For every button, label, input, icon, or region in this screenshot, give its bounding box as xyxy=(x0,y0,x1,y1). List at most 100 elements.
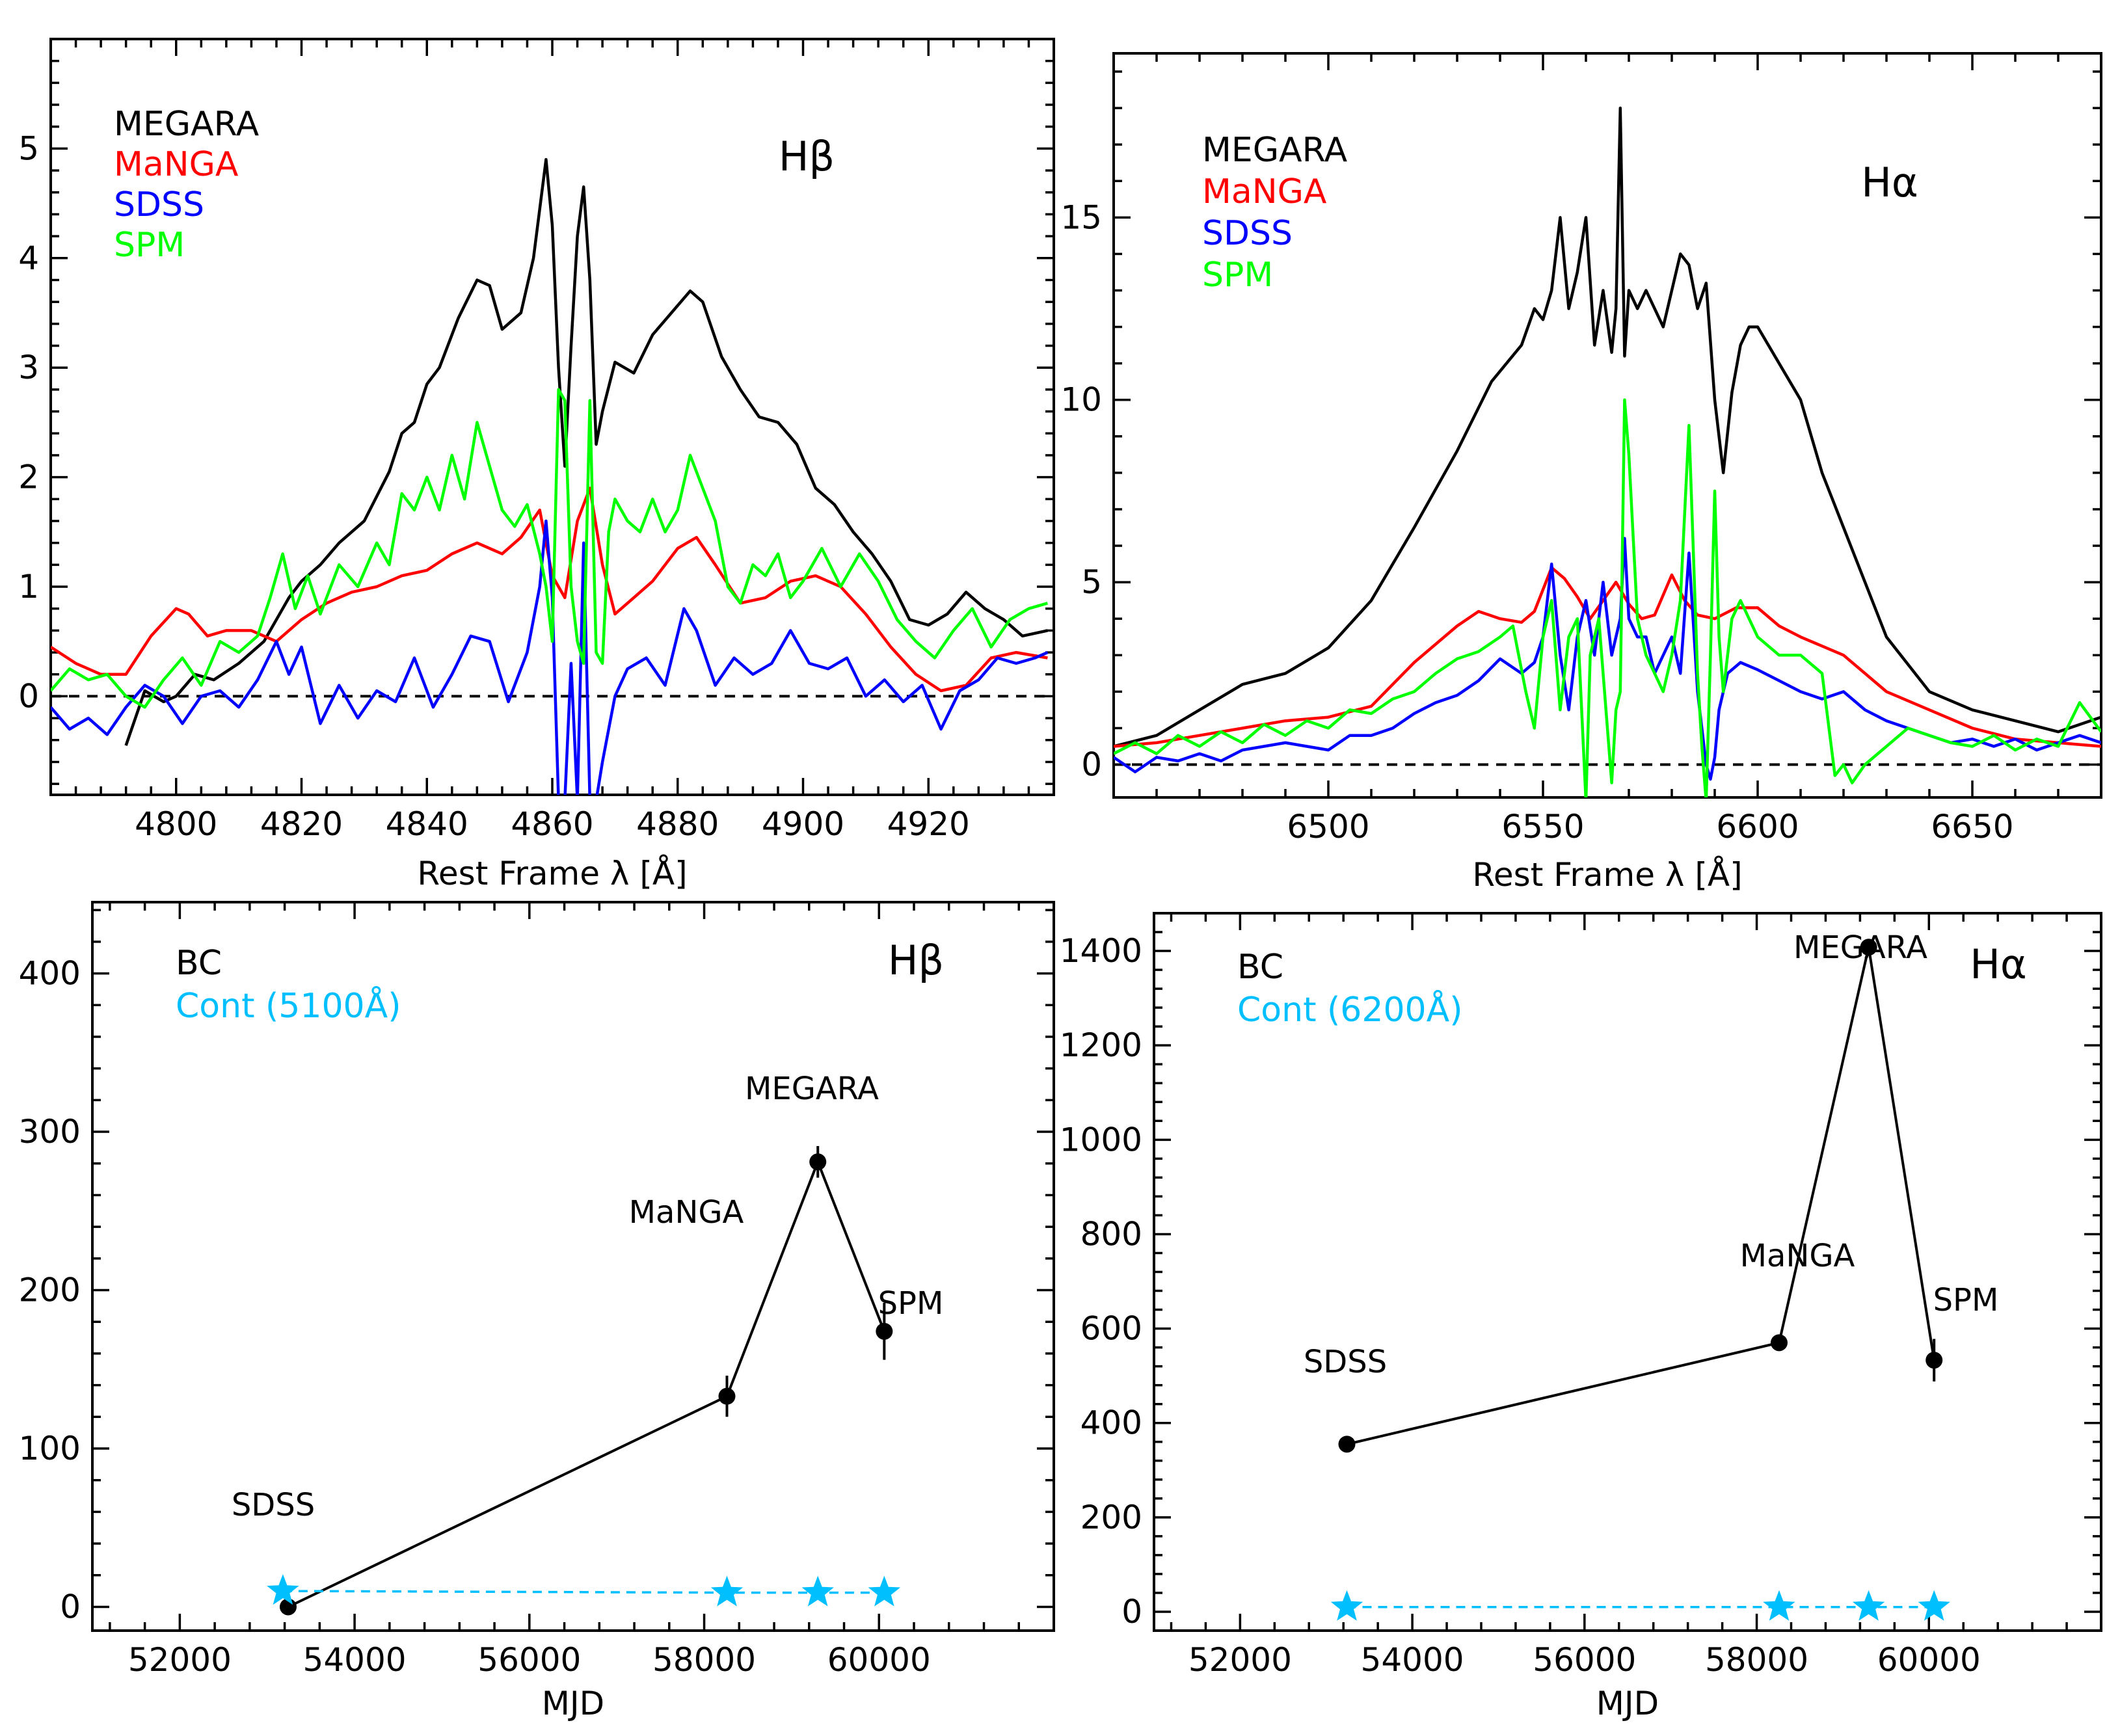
bc-data-point xyxy=(809,1153,827,1171)
x-tick-label: 6650 xyxy=(1931,808,2013,846)
x-tick-label: 4800 xyxy=(135,805,217,843)
x-tick-label: 56000 xyxy=(477,1641,581,1679)
series-line-bc xyxy=(1347,946,1936,1446)
x-tick-label: 4820 xyxy=(260,805,343,843)
y-tick-label: 0 xyxy=(60,1588,81,1625)
y-tick-label: 1 xyxy=(18,568,39,606)
x-tick-label: 6500 xyxy=(1287,808,1369,846)
series-line-sdss xyxy=(51,519,1049,795)
bc-data-point xyxy=(1925,1352,1943,1369)
bc-data-point xyxy=(876,1322,893,1340)
y-tick-label: 100 xyxy=(19,1430,81,1467)
x-tick-label: 6550 xyxy=(1501,808,1584,846)
y-tick-label: 4 xyxy=(18,239,39,277)
legend-entry-sdss: SDSS xyxy=(1202,214,1293,253)
legend-entry-megara: MEGARA xyxy=(114,105,260,144)
chart-panel-hb_lightcurve: 52000 54000 56000 58000 60000 0 100 200 300 400 MJ… xyxy=(19,901,1055,1722)
x-tick-label: 4860 xyxy=(511,805,593,843)
y-tick-label: 200 xyxy=(19,1272,81,1309)
x-tick-label: 58000 xyxy=(652,1641,756,1679)
series-line-sdss xyxy=(1114,537,2101,781)
x-tick-label: 54000 xyxy=(1361,1641,1464,1679)
y-tick-label: 1200 xyxy=(1060,1026,1142,1064)
y-tick-label: 0 xyxy=(1081,746,1102,784)
plot-area xyxy=(1330,939,1950,1621)
bc-data-point xyxy=(1338,1436,1356,1453)
point-label-spm: SPM xyxy=(1933,1282,1999,1318)
continuum-star-point xyxy=(710,1575,744,1607)
series-line-spm xyxy=(1114,398,2101,797)
x-tick-label: 52000 xyxy=(1188,1641,1292,1679)
x-tick-label: 4900 xyxy=(762,805,844,843)
y-tick-label: 1000 xyxy=(1060,1121,1142,1158)
bc-data-point xyxy=(1770,1334,1788,1352)
point-label-manga: MaNGA xyxy=(1740,1238,1855,1274)
y-tick-label: 0 xyxy=(18,677,39,715)
y-tick-label: 2 xyxy=(18,459,39,496)
y-tick-label: 5 xyxy=(18,129,39,167)
x-tick-label: 56000 xyxy=(1533,1641,1636,1679)
y-tick-label: 0 xyxy=(1121,1593,1142,1631)
legend-entry-spm: SPM xyxy=(1202,256,1273,295)
y-tick-label: 200 xyxy=(1080,1499,1142,1536)
x-tick-label: 4880 xyxy=(636,805,719,843)
legend-entry: BC xyxy=(1237,948,1283,987)
bc-data-point xyxy=(718,1387,736,1405)
point-label-sdss: SDSS xyxy=(232,1487,315,1523)
point-label-manga: MaNGA xyxy=(629,1194,744,1231)
series-line-megara xyxy=(1114,106,2101,748)
y-tick-label: 600 xyxy=(1080,1310,1142,1348)
panel-title: Hα xyxy=(1861,159,1918,206)
continuum-star-point xyxy=(1918,1590,1950,1621)
plot-area xyxy=(1114,106,2101,797)
x-tick-label: 6600 xyxy=(1716,808,1799,846)
x-tick-label: 58000 xyxy=(1705,1641,1808,1679)
legend-entry-spm: SPM xyxy=(114,226,185,265)
chart-panel-ha_lightcurve: 52000 54000 56000 58000 60000 0 200 400 600 800 10… xyxy=(1060,912,2102,1722)
x-tick-label: 60000 xyxy=(1877,1641,1981,1679)
legend-entry-manga: MaNGA xyxy=(1202,172,1327,211)
continuum-star-point xyxy=(1852,1590,1885,1621)
panel-title: Hβ xyxy=(888,937,944,984)
legend-entry-sdss: SDSS xyxy=(114,185,204,224)
plot-frame xyxy=(91,901,1055,1632)
bc-data-point xyxy=(1860,939,1877,956)
y-tick-label: 300 xyxy=(19,1113,81,1151)
series-line-manga xyxy=(1114,566,2101,748)
continuum-star-point xyxy=(1763,1590,1795,1621)
legend-entry: BC xyxy=(176,944,222,983)
continuum-star-point xyxy=(801,1575,834,1607)
y-tick-label: 800 xyxy=(1080,1215,1142,1253)
series-line-spm xyxy=(51,388,1049,709)
x-axis-label: MJD xyxy=(1596,1685,1659,1722)
plot-area xyxy=(51,157,1054,795)
continuum-star-point xyxy=(1330,1590,1363,1621)
legend-entry-manga: MaNGA xyxy=(114,145,239,184)
continuum-star-point xyxy=(868,1575,901,1607)
point-label-sdss: SDSS xyxy=(1304,1344,1387,1380)
y-tick-label: 3 xyxy=(18,349,39,386)
legend-entry: Cont (6200Å) xyxy=(1237,989,1462,1030)
x-tick-label: 52000 xyxy=(128,1641,232,1679)
y-tick-label: 15 xyxy=(1060,198,1102,236)
x-tick-label: 4920 xyxy=(887,805,970,843)
y-tick-label: 400 xyxy=(1080,1404,1142,1442)
chart-panel-ha_spectrum: 6500 6550 6600 6650 0 5 10 15 Rest Frame λ [Å] Hα… xyxy=(1060,52,2102,894)
y-tick-label: 400 xyxy=(19,955,81,993)
x-axis-label: Rest Frame λ [Å] xyxy=(1472,856,1742,894)
y-tick-label: 1400 xyxy=(1060,932,1142,970)
point-label-megara: MEGARA xyxy=(1793,929,1927,966)
plot-frame xyxy=(1112,52,2102,799)
y-tick-label: 5 xyxy=(1081,563,1102,601)
continuum-star-point xyxy=(267,1574,299,1605)
series-line-continuum xyxy=(282,1590,885,1594)
series-line-manga xyxy=(51,487,1048,693)
panel-title: Hα xyxy=(1970,941,2027,988)
bc-data-point xyxy=(279,1598,297,1616)
legend-entry-megara: MEGARA xyxy=(1202,131,1348,170)
y-tick-label: 10 xyxy=(1060,381,1102,419)
series-line-megara xyxy=(124,157,1048,746)
chart-panel-hb_spectrum: 4800 4820 4840 4860 4880 4900 4920 0 1 2 3 4 5 Rest F… xyxy=(18,38,1055,892)
